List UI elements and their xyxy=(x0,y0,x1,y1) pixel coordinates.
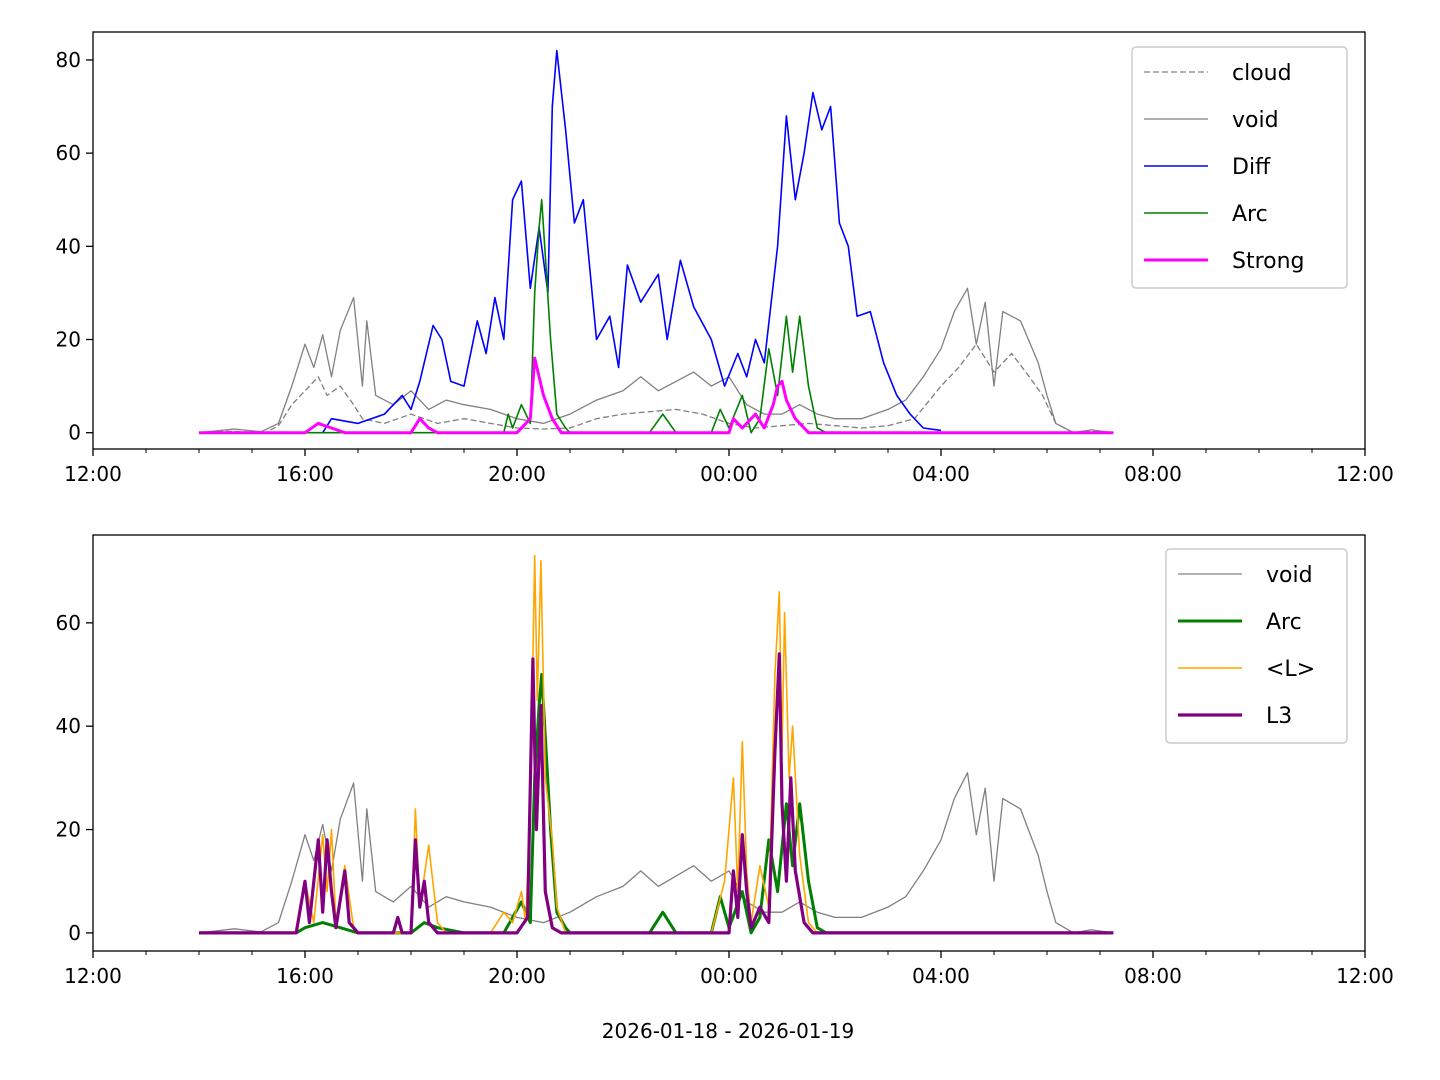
x-tick-label: 12:00 xyxy=(1336,462,1394,486)
y-tick-label: 60 xyxy=(56,141,81,165)
legend-label-diff: Diff xyxy=(1232,155,1271,180)
y-tick-label: 0 xyxy=(68,421,81,445)
x-tick-label: 08:00 xyxy=(1124,462,1182,486)
x-tick-label: 20:00 xyxy=(488,462,546,486)
legend: cloud void Diff Arc Strong xyxy=(1131,46,1348,289)
y-tick-label: 20 xyxy=(56,818,81,842)
bottom-chart: 0 20 40 60 12:00 16:00 20:00 00:00 04:00 08:00 12:… xyxy=(56,534,1394,988)
series-line-void xyxy=(198,287,1114,434)
legend-label-l: <L> xyxy=(1266,657,1315,682)
legend-label-strong: Strong xyxy=(1232,249,1305,274)
y-tick-label: 0 xyxy=(68,921,81,945)
series-line-void xyxy=(198,772,1114,934)
y-tick-label: 60 xyxy=(56,611,81,635)
x-tick-label: 04:00 xyxy=(912,462,970,486)
x-tick-label: 16:00 xyxy=(276,462,334,486)
legend: void Arc <L> L3 xyxy=(1165,548,1348,744)
legend-label-void: void xyxy=(1266,563,1313,588)
series-line-cloud xyxy=(198,343,1114,434)
legend-box xyxy=(1131,46,1348,289)
y-tick-label: 40 xyxy=(56,234,81,258)
x-tick-label: 16:00 xyxy=(276,964,334,988)
top-chart: 0 20 40 60 80 12:00 16:00 20:00 00:00 04:00 08:00 1… xyxy=(56,31,1394,486)
series-line-l xyxy=(199,554,1114,934)
plot-area xyxy=(198,49,1114,435)
x-tick-label: 12:00 xyxy=(64,964,122,988)
plot-area xyxy=(198,554,1114,935)
x-tick-label: 00:00 xyxy=(700,964,758,988)
x-tick-label: 08:00 xyxy=(1124,964,1182,988)
legend-box xyxy=(1165,548,1348,744)
legend-label-arc: Arc xyxy=(1266,610,1302,635)
x-tick-label: 04:00 xyxy=(912,964,970,988)
x-tick-label: 12:00 xyxy=(64,462,122,486)
x-tick-label: 12:00 xyxy=(1336,964,1394,988)
series-line-l3 xyxy=(199,652,1114,935)
y-tick-label: 40 xyxy=(56,714,81,738)
legend-label-l3: L3 xyxy=(1266,704,1292,729)
x-axis-label: 2026-01-18 - 2026-01-19 xyxy=(602,1019,854,1043)
legend-label-void: void xyxy=(1232,108,1279,133)
y-tick-label: 20 xyxy=(56,328,81,352)
legend-label-cloud: cloud xyxy=(1232,61,1292,86)
x-tick-label: 20:00 xyxy=(488,964,546,988)
series-line-diff xyxy=(322,49,942,434)
legend-label-arc: Arc xyxy=(1232,202,1268,227)
series-line-strong xyxy=(199,356,1114,435)
y-tick-label: 80 xyxy=(56,48,81,72)
x-tick-label: 00:00 xyxy=(700,462,758,486)
